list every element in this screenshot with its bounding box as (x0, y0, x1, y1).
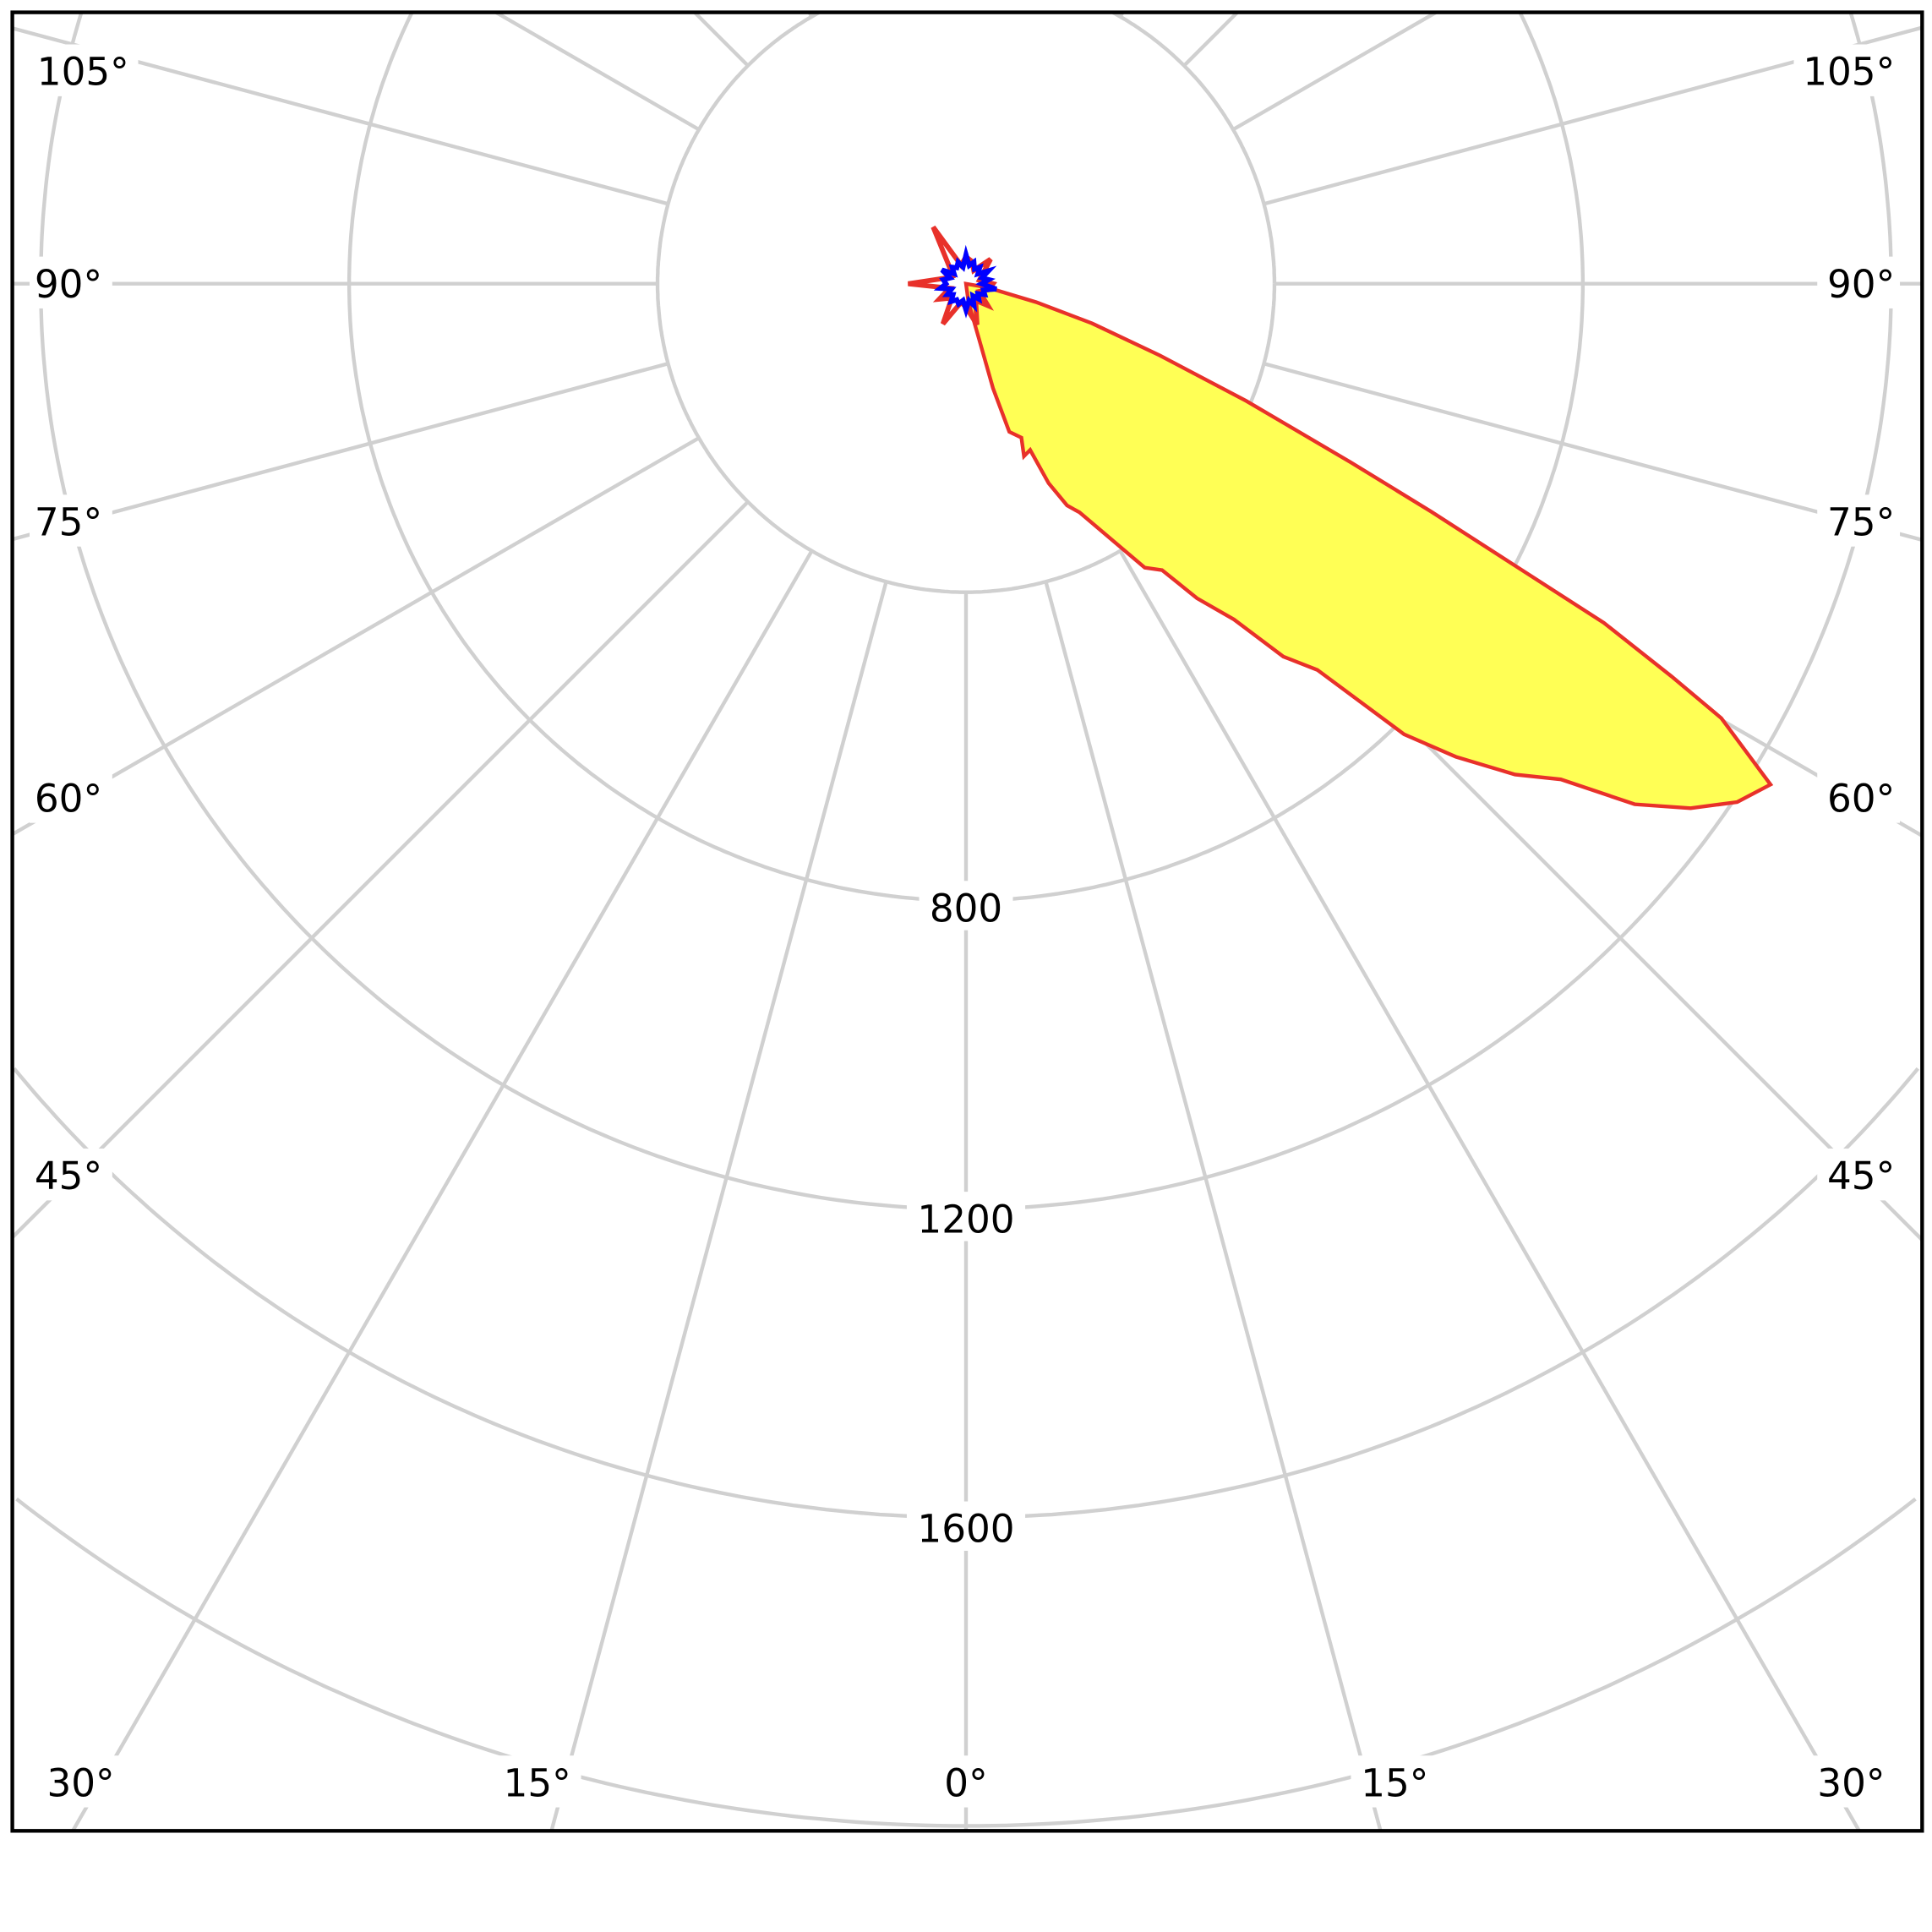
angle-label-bg (41, 1755, 125, 1808)
angle-tick-label: 75° (35, 500, 102, 545)
angular-gridline-240 (494, 12, 701, 132)
angle-tick-label: 30° (46, 1760, 114, 1805)
angular-gridline-300 (12, 436, 701, 837)
angular-gridline-15 (1044, 581, 1383, 1831)
radial-label-bg (906, 1501, 1026, 1551)
radial-tick-label: 1200 (917, 1197, 1014, 1242)
angle-label-bg (30, 256, 112, 308)
radial-gridline-800 (1519, 12, 1585, 284)
angular-gridline-330 (71, 549, 814, 1831)
angular-gridline-285 (12, 362, 669, 542)
angle-label-bg (936, 1755, 996, 1808)
angle-label-bg (30, 771, 112, 823)
angle-label-bg (498, 1755, 581, 1808)
radial-tick-label: 1600 (917, 1507, 1014, 1552)
angle-label-bg (30, 494, 112, 547)
angle-tick-label: 45° (35, 1154, 102, 1198)
angle-tick-label: 60° (35, 777, 102, 821)
radial-label-bg (906, 1192, 1026, 1242)
series-0-curve (963, 281, 1774, 810)
series-layer (908, 225, 1774, 810)
angle-label-bg (1793, 44, 1901, 96)
angular-gridline-120 (1231, 12, 1438, 132)
angular-gridline-345 (549, 581, 888, 1831)
angle-label-bg (1817, 256, 1901, 308)
angle-tick-label: 0° (944, 1760, 987, 1805)
angular-gridline-225 (693, 12, 750, 68)
angular-gridline-135 (1182, 12, 1239, 68)
angle-tick-label: 105° (1803, 50, 1895, 95)
angle-label-bg (30, 1149, 112, 1201)
angular-gridline-75 (1263, 362, 1923, 542)
angle-label-bg (1817, 1149, 1901, 1201)
angle-tick-label: 105° (37, 50, 129, 95)
angle-label-bg (1817, 494, 1901, 547)
radial-tick-label: 800 (930, 886, 1002, 931)
radial-gridline-400 (1112, 12, 1277, 284)
radial-label-bg (919, 881, 1013, 931)
angle-tick-label: 90° (1827, 262, 1895, 307)
angle-tick-label: 90° (35, 262, 102, 307)
angle-label-bg (1351, 1755, 1434, 1808)
angle-tick-label: 45° (1827, 1154, 1895, 1198)
plot-frame (10, 10, 1924, 1833)
series-2-curve (933, 244, 997, 319)
angle-label-bg (1807, 1755, 1891, 1808)
angle-tick-label: 15° (504, 1760, 571, 1805)
angle-label-bg (31, 44, 139, 96)
angular-gridline-315 (12, 500, 750, 1239)
angle-tick-label: 15° (1361, 1760, 1428, 1805)
angle-label-bg (1817, 771, 1901, 823)
axis-labels: 800 1200 1600 105° 90° 75° 60° 45° 30° 15° 0° 15° 30… (30, 44, 1901, 1808)
angle-tick-label: 60° (1827, 777, 1895, 821)
angle-tick-label: 30° (1817, 1760, 1885, 1805)
angle-tick-label: 75° (1827, 500, 1895, 545)
angular-gridline-30 (1118, 549, 1861, 1831)
